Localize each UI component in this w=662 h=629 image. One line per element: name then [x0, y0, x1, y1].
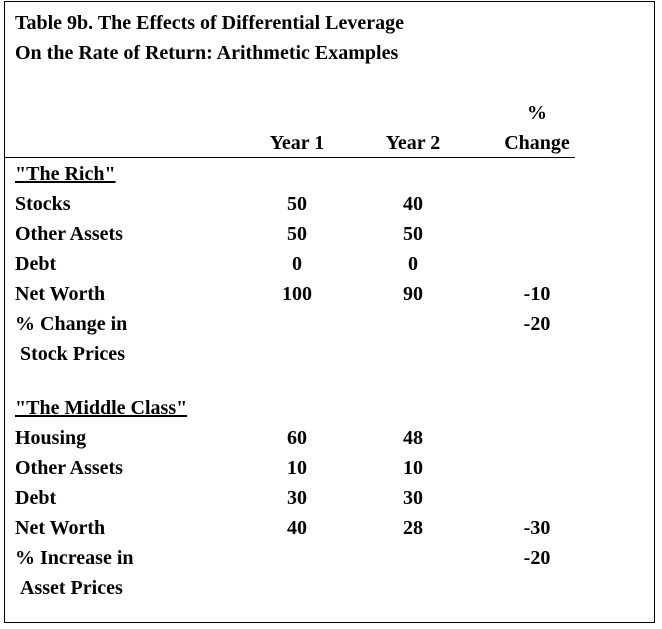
middle-pct-value: -20 — [523, 547, 551, 569]
middle-row-year2: 28 — [403, 517, 423, 539]
rich-row-year2: 50 — [403, 223, 423, 245]
rich-row-year2: 90 — [403, 283, 423, 305]
rich-row-year2: 0 — [408, 253, 418, 275]
middle-row-year1: 60 — [287, 427, 307, 449]
header-change-pct: % — [527, 102, 547, 124]
rich-pct-label-line1: % Change in — [15, 313, 128, 335]
middle-row-year2: 48 — [403, 427, 423, 449]
section-middle-label: "The Middle Class" — [15, 397, 188, 419]
rich-row-label: Debt — [15, 253, 57, 275]
rich-row-year1: 100 — [282, 283, 312, 305]
rich-pct-value: -20 — [523, 313, 551, 335]
rich-row-label: Net Worth — [15, 283, 106, 305]
rich-pct-label-line2: Stock Prices — [20, 343, 125, 365]
table-frame — [4, 1, 655, 623]
middle-row-label: Debt — [15, 487, 57, 509]
rich-row-year1: 0 — [292, 253, 302, 275]
middle-row-change: -30 — [523, 517, 551, 539]
table-title-line1: Table 9b. The Effects of Differential Le… — [15, 12, 405, 34]
rich-row-year2: 40 — [403, 193, 423, 215]
middle-pct-label-line1: % Increase in — [15, 547, 134, 569]
rich-row-change: -10 — [523, 283, 551, 305]
header-rule — [5, 157, 575, 158]
header-change-word: Change — [504, 132, 570, 154]
rich-row-year1: 50 — [287, 193, 307, 215]
middle-row-label: Housing — [15, 427, 87, 449]
middle-row-label: Other Assets — [15, 457, 123, 479]
section-rich-label: "The Rich" — [15, 163, 116, 185]
middle-row-year1: 30 — [287, 487, 307, 509]
header-year1: Year 1 — [269, 132, 325, 154]
rich-row-year1: 50 — [287, 223, 307, 245]
middle-row-year2: 10 — [403, 457, 423, 479]
middle-pct-label-line2: Asset Prices — [20, 577, 123, 599]
middle-row-year1: 10 — [287, 457, 307, 479]
middle-row-year1: 40 — [287, 517, 307, 539]
rich-row-label: Stocks — [15, 193, 71, 215]
middle-row-year2: 30 — [403, 487, 423, 509]
header-year2: Year 2 — [385, 132, 441, 154]
table-title-line2: On the Rate of Return: Arithmetic Exampl… — [15, 42, 399, 64]
rich-row-label: Other Assets — [15, 223, 123, 245]
middle-row-label: Net Worth — [15, 517, 106, 539]
